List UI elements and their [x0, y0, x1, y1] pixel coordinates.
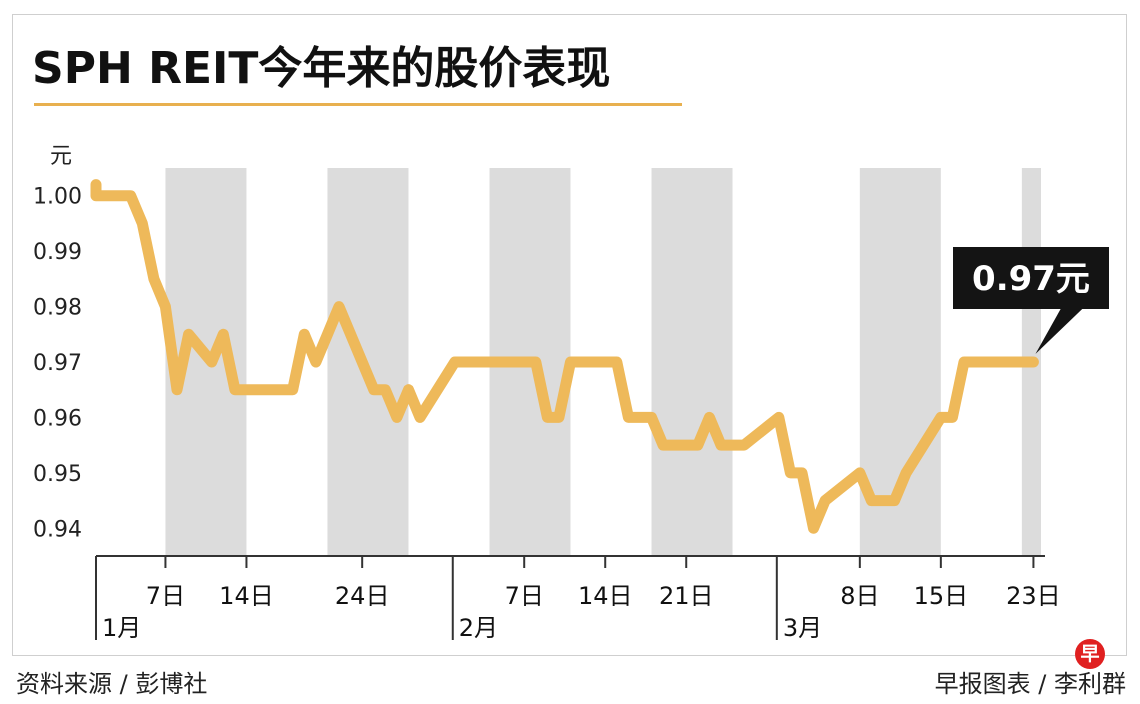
shaded-week-band [651, 168, 733, 556]
y-tick-label: 1.00 [33, 185, 82, 210]
y-axis-unit-label: 元 [50, 144, 72, 169]
x-tick-label: 14日 [219, 582, 274, 610]
x-tick-label: 23日 [1006, 582, 1061, 610]
callout-box [953, 247, 1109, 309]
x-tick-label: 21日 [659, 582, 714, 610]
y-tick-label: 0.97 [33, 351, 82, 376]
callout-label: 0.97元 [972, 259, 1090, 299]
x-tick-label: 14日 [578, 582, 633, 610]
y-tick-label: 0.98 [33, 296, 82, 321]
price-series-line [90, 179, 1039, 534]
x-tick-label: 15日 [914, 582, 969, 610]
month-label: 2月 [459, 614, 498, 642]
graphic-credit: 早报图表 / 李利群 [934, 670, 1126, 698]
x-tick-label: 8日 [840, 582, 879, 610]
y-tick-label: 0.96 [33, 406, 82, 431]
source-credit: 资料来源 / 彭博社 [16, 670, 208, 698]
month-label: 1月 [102, 614, 141, 642]
y-tick-label: 0.95 [33, 462, 82, 487]
y-tick-label: 0.94 [33, 517, 82, 542]
month-label: 3月 [783, 614, 822, 642]
x-tick-label: 24日 [335, 582, 390, 610]
callout-pointer [1035, 304, 1088, 354]
zaobao-logo: 早 [1075, 639, 1105, 669]
y-tick-label: 0.99 [33, 240, 82, 265]
chart-title: SPH REIT今年来的股价表现 [32, 43, 611, 94]
title-underline [34, 103, 682, 106]
x-tick-label: 7日 [146, 582, 185, 610]
x-tick-label: 7日 [505, 582, 544, 610]
